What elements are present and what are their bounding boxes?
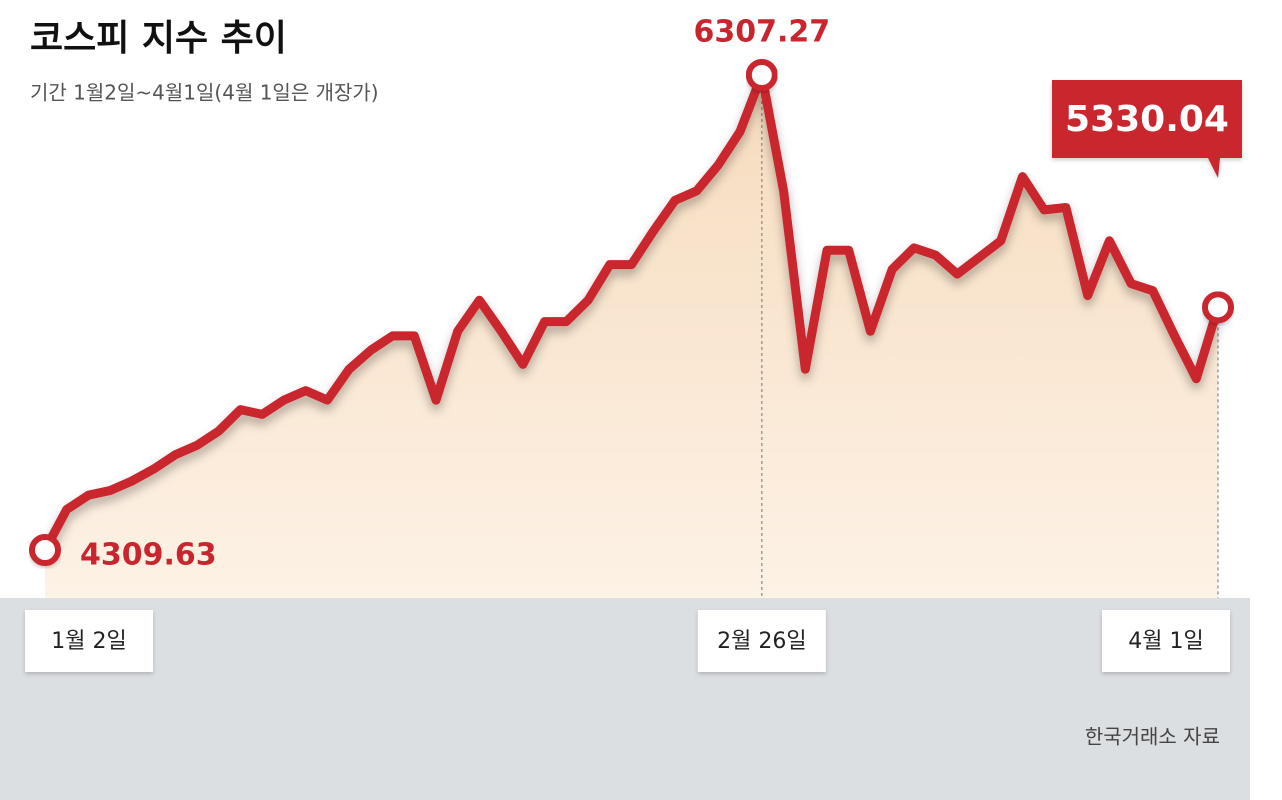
plot: 4309.63 1월 2일 6307.27 2월 26일 5330.04 4월 1일 bbox=[25, 15, 1242, 672]
point-marker bbox=[745, 59, 778, 91]
value-label: 5330.04 bbox=[1065, 99, 1229, 140]
chart-subtitle: 기간 1월2일~4월1일(4월 1일은 개장가) bbox=[30, 81, 379, 105]
source: 한국거래소 자료 bbox=[1085, 725, 1220, 749]
area bbox=[45, 75, 1218, 598]
point-marker bbox=[29, 534, 61, 566]
x-label-box bbox=[697, 610, 826, 672]
line bbox=[40, 70, 1223, 555]
chart-title: 코스피 지수 추이 bbox=[30, 18, 287, 59]
x-tick-label: 1월 2일 bbox=[51, 629, 126, 654]
value-label: 6307.27 bbox=[694, 15, 831, 50]
value-label: 4309.63 bbox=[80, 538, 217, 573]
x-tick-label: 4월 1일 bbox=[1128, 629, 1203, 654]
x-label-box bbox=[25, 610, 153, 672]
point-marker bbox=[1202, 291, 1234, 324]
x-tick-label: 2월 26일 bbox=[717, 629, 806, 654]
x-label-box bbox=[1102, 610, 1230, 672]
value-callout bbox=[1052, 80, 1242, 178]
axis-band bbox=[0, 598, 1250, 800]
